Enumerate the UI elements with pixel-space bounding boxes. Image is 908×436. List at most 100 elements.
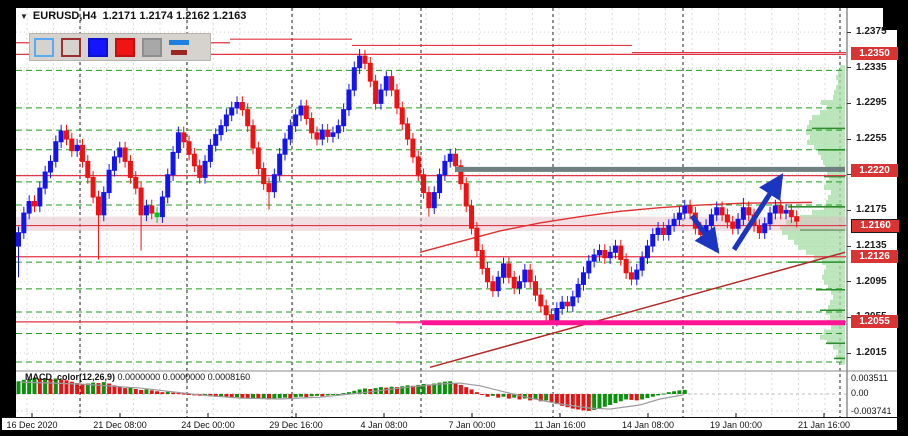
swatch-blue[interactable] <box>88 37 108 57</box>
price-tick <box>847 31 851 33</box>
candle-body <box>63 130 69 140</box>
volume-profile-row <box>782 229 845 235</box>
macd-histogram-bar <box>48 378 53 394</box>
candle-body <box>314 132 320 140</box>
candle-body <box>293 114 299 127</box>
price-tick-label: 1.2335 <box>856 61 887 73</box>
price-tick <box>847 67 851 69</box>
macd-histogram-bar <box>341 393 346 395</box>
candle-body <box>26 200 32 214</box>
candle-body <box>682 205 688 214</box>
macd-histogram-bar <box>75 383 80 394</box>
volume-profile-row <box>827 339 845 345</box>
swatch-gray[interactable] <box>142 37 162 57</box>
candle-body <box>149 205 155 214</box>
macd-histogram-bar <box>624 394 629 400</box>
macd-histogram-bar <box>629 394 634 400</box>
macd-signal-line <box>19 381 684 410</box>
time-label: 11 Jan 16:00 <box>534 420 586 430</box>
macd-histogram-bar <box>634 394 639 401</box>
macd-histogram-bar <box>400 386 405 394</box>
candle-body <box>628 272 634 280</box>
candle-body <box>612 245 618 253</box>
candle-body <box>271 174 277 193</box>
macd-histogram-bar <box>544 394 549 401</box>
volume-profile-row <box>828 284 845 290</box>
candle-body <box>479 250 485 269</box>
price-tick <box>847 174 851 176</box>
volume-profile-row <box>824 184 845 190</box>
macd-histogram-bar <box>53 378 58 394</box>
candle-body <box>250 125 256 149</box>
swatch-darkred-outline[interactable] <box>61 37 81 57</box>
up-arrow-annotation <box>731 173 784 251</box>
candle-body <box>474 227 480 252</box>
candle-body <box>21 212 27 234</box>
macd-histogram-bar <box>362 388 367 394</box>
macd-histogram-bar <box>384 387 389 394</box>
candle-body <box>399 107 405 125</box>
candle-body <box>101 192 107 216</box>
chevron-down-icon[interactable]: ▼ <box>20 12 28 21</box>
macd-histogram-bar <box>330 394 335 395</box>
candle-body <box>730 221 736 229</box>
macd-histogram-bar <box>666 392 671 394</box>
volume-profile-row <box>830 299 845 305</box>
down-arrow-annotation <box>689 214 720 254</box>
macd-histogram-bar <box>602 394 607 407</box>
candle-body <box>485 267 491 283</box>
macd-histogram-bar <box>171 392 176 394</box>
volume-profile-row <box>826 199 845 205</box>
macd-histogram-bar <box>251 394 256 399</box>
macd-histogram-bar <box>240 394 245 399</box>
macd-histogram-bar <box>59 379 64 394</box>
volume-profile-row <box>806 249 845 255</box>
macd-histogram-bar <box>176 393 181 395</box>
macd-histogram-bar <box>117 386 122 394</box>
candle-body <box>549 314 554 321</box>
ascending-trendline <box>429 251 846 369</box>
candle-body <box>191 153 197 167</box>
candle-body <box>383 76 389 91</box>
candle-body <box>554 307 560 321</box>
candle-body <box>453 153 459 167</box>
candle-body <box>426 192 432 209</box>
candle-body <box>165 174 171 198</box>
macd-histogram-bar <box>448 381 453 394</box>
macd-histogram-bar <box>224 394 229 398</box>
candle-body <box>735 218 741 229</box>
macd-histogram-bar <box>304 394 309 398</box>
candle-body <box>143 205 149 216</box>
macd-histogram-bar <box>533 394 538 400</box>
price-tick <box>847 209 851 211</box>
candle-body <box>197 165 203 178</box>
macd-histogram-bar <box>288 394 293 399</box>
macd-histogram-bar <box>21 379 26 394</box>
volume-profile-row <box>788 234 845 240</box>
price-tick-label: 1.2295 <box>856 97 887 109</box>
swatch-lightblue-outline[interactable] <box>34 37 54 57</box>
macd-scale-label: 0.003511 <box>851 373 888 383</box>
volume-profile-row <box>824 279 845 285</box>
macd-histogram-bar <box>235 394 240 398</box>
price-tick <box>847 102 851 104</box>
candle-body <box>341 109 347 127</box>
candle-body <box>596 250 602 256</box>
candle-body <box>389 76 395 91</box>
macd-histogram-bar <box>256 394 261 400</box>
volume-profile-row <box>823 159 845 165</box>
bar-style-icon[interactable] <box>169 38 191 57</box>
macd-histogram-bar <box>432 383 437 394</box>
candle-body <box>543 305 549 316</box>
plot-area <box>16 8 846 417</box>
volume-profile-row <box>800 214 845 220</box>
candle-body <box>218 125 224 136</box>
volume-profile-row <box>820 110 845 116</box>
price-tick-label: 1.2135 <box>856 240 887 252</box>
macd-histogram-bar <box>458 384 463 394</box>
candle-body <box>623 258 629 274</box>
macd-histogram-bar <box>27 378 32 394</box>
candle-body <box>175 132 181 153</box>
swatch-red[interactable] <box>115 37 135 57</box>
